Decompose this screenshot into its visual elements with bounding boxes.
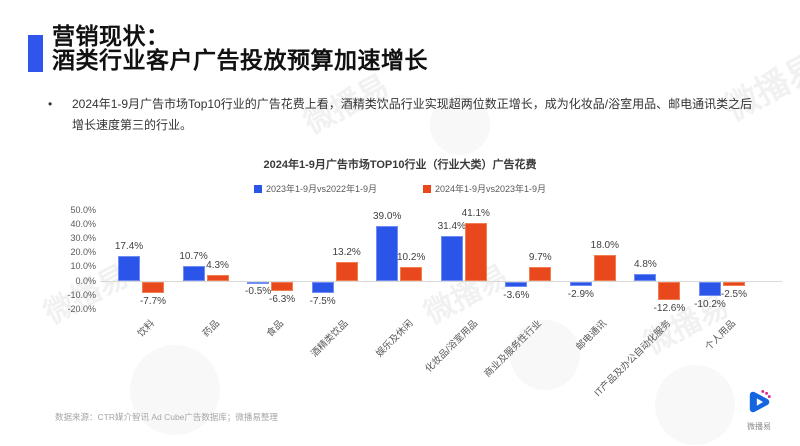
bar-blue bbox=[569, 282, 592, 287]
page-title-line1: 营销现状： bbox=[52, 23, 170, 49]
watermark-text: 微播易 bbox=[39, 259, 135, 331]
bar-value-label: -10.2% bbox=[694, 299, 726, 311]
bar-blue bbox=[247, 282, 270, 284]
chart-title: 2024年1-9月广告市场TOP10行业（行业大类）广告花费 bbox=[263, 159, 537, 171]
bar-value-label: 17.4% bbox=[114, 241, 144, 253]
bar-red bbox=[658, 282, 681, 300]
bullet-dot: • bbox=[48, 97, 53, 111]
x-tick-label: 商业及服务性行业 bbox=[482, 318, 545, 380]
watermark-text: 微播易 bbox=[639, 289, 735, 361]
bar-value-label: -3.6% bbox=[503, 290, 530, 302]
x-tick-label: 药品 bbox=[200, 318, 222, 340]
y-tick-label: 40.0% bbox=[70, 218, 96, 229]
bar-value-label: 10.2% bbox=[397, 251, 426, 263]
bar-value-label: 41.1% bbox=[461, 207, 490, 219]
y-tick-label: 10.0% bbox=[70, 261, 96, 272]
bar-blue bbox=[505, 282, 528, 288]
page-title-line2: 酒类行业客户广告投放预算加速增长 bbox=[52, 47, 428, 73]
bar-value-label: -7.5% bbox=[309, 295, 336, 307]
x-tick-label: 娱乐及休闲 bbox=[373, 318, 416, 360]
bar-value-label: -6.3% bbox=[269, 293, 296, 305]
page-title: 营销现状： 酒类行业客户广告投放预算加速增长 bbox=[52, 24, 428, 72]
title-accent-bar bbox=[28, 35, 43, 72]
bar-red bbox=[400, 266, 423, 281]
y-tick-label: -10.0% bbox=[67, 289, 96, 300]
bar-blue bbox=[634, 274, 657, 281]
bar-red bbox=[335, 262, 358, 281]
bar-value-label: 4.8% bbox=[633, 259, 657, 271]
weiboyi-logo: 微播易 bbox=[730, 389, 788, 432]
bullet-text: 2024年1-9月广告市场Top10行业的广告花费上看，酒精类饮品行业实现超两位… bbox=[72, 97, 753, 132]
bar-blue bbox=[376, 225, 399, 281]
bar-value-label: 18.0% bbox=[590, 240, 620, 252]
y-tick-label: 0.0% bbox=[75, 275, 96, 286]
legend-item: 2023年1-9月vs2022年1-9月 bbox=[253, 182, 377, 195]
legend-swatch bbox=[253, 184, 262, 193]
y-tick-label: -20.0% bbox=[67, 303, 96, 314]
watermark-circle bbox=[510, 320, 580, 390]
bullet-point: • 2024年1-9月广告市场Top10行业的广告花费上看，酒精类饮品行业实现超… bbox=[48, 94, 764, 136]
bar-red bbox=[271, 282, 294, 291]
bar-value-label: 13.2% bbox=[332, 247, 361, 259]
bar-value-label: -7.7% bbox=[139, 295, 167, 307]
bar-red bbox=[206, 274, 229, 281]
x-tick-label: 饮料 bbox=[135, 318, 157, 340]
legend-swatch bbox=[423, 184, 431, 193]
bar-value-label: 9.7% bbox=[528, 252, 552, 264]
y-tick-label: 20.0% bbox=[70, 247, 96, 258]
y-tick-label: 50.0% bbox=[70, 204, 96, 215]
bar-red bbox=[464, 222, 487, 281]
bar-red bbox=[593, 255, 616, 281]
bar-red bbox=[142, 282, 164, 293]
bar-value-label: -0.5% bbox=[245, 286, 272, 297]
bar-value-label: -2.5% bbox=[720, 288, 747, 300]
x-tick-label: 个人用品 bbox=[703, 318, 738, 353]
bar-blue bbox=[311, 282, 334, 293]
bar-blue bbox=[182, 265, 205, 281]
chart-legend: 2023年1-9月vs2022年1-9月 2024年1-9月vs2023年1-9月 bbox=[0, 182, 800, 195]
y-tick-label: 30.0% bbox=[70, 232, 96, 243]
x-tick-label: 酒精类饮品 bbox=[309, 318, 351, 360]
bar-value-label: 4.3% bbox=[206, 259, 229, 271]
x-axis-line bbox=[100, 281, 782, 282]
x-tick-label: 化妆品/浴室用品 bbox=[422, 318, 480, 375]
legend-item: 2024年1-9月vs2023年1-9月 bbox=[423, 182, 546, 195]
bar-red bbox=[529, 267, 552, 281]
x-tick-label: IT产品及办公自动化服务 bbox=[592, 318, 674, 400]
legend-label: 2023年1-9月vs2022年1-9月 bbox=[265, 184, 377, 194]
bar-red bbox=[722, 282, 745, 286]
bar-value-label: 10.7% bbox=[179, 250, 208, 262]
weiboyi-logo-icon bbox=[749, 390, 771, 413]
bar-blue bbox=[440, 236, 463, 281]
weiboyi-logo-text: 微播易 bbox=[747, 422, 771, 431]
data-source-note: 数据来源：CTR媒介智讯 Ad Cube广告数据库；微播易整理 bbox=[55, 412, 278, 422]
bar-blue bbox=[118, 256, 140, 281]
bar-value-label: 31.4% bbox=[437, 221, 466, 233]
x-tick-label: 邮电通讯 bbox=[574, 318, 609, 353]
watermark-circle bbox=[655, 365, 735, 445]
legend-label: 2024年1-9月vs2023年1-9月 bbox=[435, 184, 547, 194]
bar-value-label: -2.9% bbox=[567, 289, 594, 301]
bar-value-label: -12.6% bbox=[653, 302, 686, 314]
x-tick-label: 食品 bbox=[264, 318, 287, 340]
watermark-text: 微播易 bbox=[419, 259, 515, 331]
bar-value-label: 39.0% bbox=[373, 210, 402, 222]
bar-blue bbox=[698, 282, 721, 297]
